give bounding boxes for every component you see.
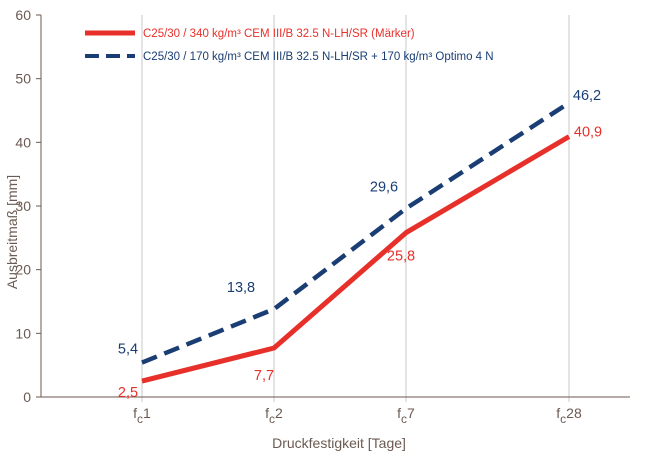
x-tick-sub: c [401, 412, 407, 426]
data-label-s1-1: 2,5 [118, 385, 138, 401]
legend-entry-series-1: C25/30 / 340 kg/m³ CEM III/B 32.5 N-LH/S… [143, 28, 415, 40]
data-label-s2-4: 46,2 [573, 88, 601, 104]
y-tick-label-30: 30 [15, 198, 31, 214]
x-tick-sub: c [560, 412, 566, 426]
data-label-s2-2: 13,8 [227, 280, 255, 296]
x-tick-suffix: 7 [407, 405, 415, 421]
series-lines [141, 101, 571, 384]
x-tick-base: f [133, 405, 137, 421]
data-label-s2-3: 29,6 [370, 180, 398, 196]
y-axis-label: Ausbreitmaß [mm] [4, 175, 20, 289]
data-label-s1-3: 25,8 [387, 249, 415, 265]
x-tick-label-4: fc28 [556, 405, 582, 426]
grid-lines [141, 15, 570, 402]
x-tick-suffix: 28 [566, 405, 582, 421]
x-tick-base: f [265, 405, 269, 421]
data-label-s2-1: 5,4 [118, 342, 138, 358]
legend: C25/30 / 340 kg/m³ CEM III/B 32.5 N-LH/S… [85, 28, 494, 63]
x-tick-label-3: fc7 [397, 405, 415, 426]
y-tick-label-60: 60 [15, 7, 31, 23]
y-axis-ticks: 0 10 20 30 40 50 60 [15, 7, 41, 405]
y-tick-label-20: 20 [15, 262, 31, 278]
series-line-1 [141, 134, 571, 384]
x-axis-label: Druckfestigkeit [Tage] [272, 435, 406, 451]
y-tick-label-50: 50 [15, 71, 31, 87]
x-tick-label-1: fc1 [133, 405, 151, 426]
data-label-s1-2: 7,7 [254, 368, 274, 384]
x-tick-label-2: fc2 [265, 405, 283, 426]
x-axis-ticks: fc1 fc2 fc7 fc28 [133, 405, 582, 426]
axes [40, 15, 630, 398]
data-labels: 2,5 7,7 25,8 40,9 5,4 13,8 29,6 46,2 [118, 88, 602, 401]
x-tick-base: f [397, 405, 401, 421]
y-tick-label-40: 40 [15, 134, 31, 150]
series-line-2 [141, 101, 571, 365]
x-tick-suffix: 2 [275, 405, 283, 421]
x-tick-sub: c [137, 412, 143, 426]
x-tick-suffix: 1 [143, 405, 151, 421]
y-tick-label-10: 10 [15, 325, 31, 341]
x-tick-base: f [556, 405, 560, 421]
data-label-s1-4: 40,9 [574, 125, 602, 141]
x-tick-sub: c [269, 412, 275, 426]
y-tick-label-0: 0 [23, 389, 31, 405]
legend-entry-series-2: C25/30 / 170 kg/m³ CEM III/B 32.5 N-LH/S… [143, 51, 494, 63]
